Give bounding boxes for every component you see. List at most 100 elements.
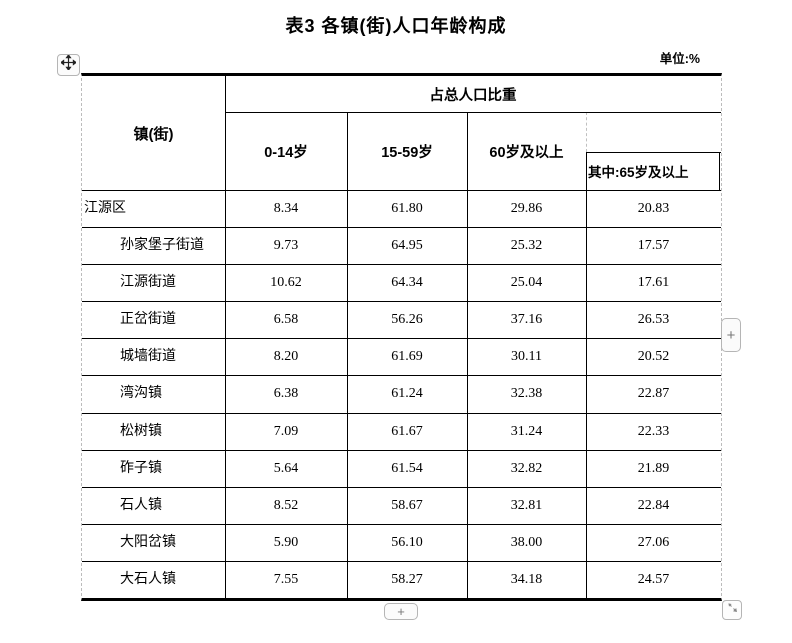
value-cell: 21.89 — [637, 460, 670, 476]
value-cell: 8.20 — [273, 349, 299, 365]
table-title: 表3 各镇(街)人口年龄构成 — [285, 16, 507, 36]
value-cell: 29.86 — [510, 201, 543, 216]
value-cell: 9.73 — [273, 238, 299, 254]
plus-icon: + — [726, 326, 736, 344]
table-move-handle[interactable] — [57, 53, 80, 76]
col-divider-4 — [586, 152, 587, 598]
value-cell: 61.69 — [391, 349, 423, 365]
value-cell: 7.55 — [273, 571, 299, 587]
row-border — [82, 449, 721, 451]
value-cell: 61.67 — [391, 423, 423, 439]
value-cell: 25.32 — [510, 238, 543, 254]
row-border — [82, 338, 721, 340]
town-name-cell: 孙家堡子街道 — [120, 238, 204, 254]
value-cell: 25.04 — [510, 275, 543, 291]
town-name-cell: 大石人镇 — [120, 571, 176, 587]
town-name-cell: 大阳岔镇 — [120, 534, 176, 550]
value-cell: 10.62 — [270, 275, 302, 291]
value-cell: 38.00 — [510, 534, 543, 550]
table-row: 大石人镇 7.55 58.27 34.18 24.57 — [82, 561, 721, 598]
subheader-right-border — [719, 152, 720, 190]
row-border — [82, 264, 721, 266]
table-row: 砟子镇 5.64 61.54 32.82 21.89 — [82, 450, 721, 487]
row-border — [82, 486, 721, 488]
table-row: 孙家堡子街道 9.73 64.95 25.32 17.57 — [82, 227, 721, 264]
row-border — [82, 412, 721, 414]
town-name-cell: 松树镇 — [120, 423, 162, 439]
value-cell: 32.81 — [510, 497, 543, 513]
value-cell: 22.84 — [637, 497, 670, 513]
population-age-table: 镇(街) 占总人口比重 0-14岁 15-59岁 60岁及以上 其中:65岁及以… — [81, 73, 722, 601]
table-row: 石人镇 8.52 58.67 32.81 22.84 — [82, 487, 721, 524]
value-cell: 20.83 — [637, 201, 670, 216]
value-cell: 61.54 — [391, 460, 423, 476]
value-cell: 5.64 — [273, 460, 299, 476]
value-cell: 27.06 — [637, 534, 670, 550]
table-row: 湾沟镇 6.38 61.24 32.38 22.87 — [82, 375, 721, 412]
value-cell: 24.57 — [637, 571, 670, 587]
table-row: 江源街道 10.62 64.34 25.04 17.61 — [82, 264, 721, 301]
table-row: 城墙街道 8.20 61.69 30.11 20.52 — [82, 338, 721, 375]
header-bottom-border — [82, 190, 721, 191]
value-cell: 6.38 — [273, 386, 299, 402]
value-cell: 6.58 — [273, 312, 299, 328]
value-cell: 17.61 — [637, 275, 670, 291]
table-resize-handle[interactable] — [722, 600, 742, 620]
value-cell: 32.82 — [510, 460, 543, 476]
insert-column-button[interactable]: + — [721, 318, 741, 352]
col-divider-2 — [347, 112, 348, 598]
resize-diagonal-icon — [726, 601, 739, 619]
town-name-cell: 砟子镇 — [120, 460, 162, 476]
table-row: 松树镇 7.09 61.67 31.24 22.33 — [82, 413, 721, 450]
town-name-cell: 江源区 — [84, 201, 126, 216]
town-name-cell: 江源街道 — [120, 275, 176, 291]
value-cell: 61.24 — [391, 386, 423, 402]
table-row: 大阳岔镇 5.90 56.10 38.00 27.06 — [82, 524, 721, 561]
header-age-65-plus: 其中:65岁及以上 — [588, 165, 689, 180]
row-border — [82, 227, 721, 229]
table-body: 江源区 8.34 61.80 29.86 20.83 孙家堡子街道 9.73 64.95 25.… — [82, 190, 721, 598]
insert-row-button[interactable]: + — [384, 603, 418, 620]
value-cell: 58.67 — [391, 497, 423, 513]
row-border — [82, 375, 721, 377]
value-cell: 32.38 — [510, 386, 543, 402]
plus-icon: + — [397, 604, 405, 619]
value-cell: 56.10 — [391, 534, 423, 550]
value-cell: 7.09 — [273, 423, 299, 439]
col-divider-1 — [225, 76, 226, 598]
col-divider-3 — [467, 112, 468, 598]
value-cell: 17.57 — [637, 238, 670, 254]
town-name-cell: 城墙街道 — [120, 349, 176, 365]
header-town: 镇(街) — [133, 125, 174, 143]
header-share-span: 占总人口比重 — [429, 87, 517, 104]
header-age-60-plus: 60岁及以上 — [489, 144, 564, 161]
row-border — [82, 560, 721, 562]
table-row: 正岔街道 6.58 56.26 37.16 26.53 — [82, 301, 721, 338]
value-cell: 58.27 — [391, 571, 423, 587]
value-cell: 5.90 — [273, 534, 299, 550]
value-cell: 22.87 — [637, 386, 670, 402]
span-header-bottom-border — [225, 112, 721, 113]
unit-label: 单位:% — [659, 52, 700, 66]
value-cell: 22.33 — [637, 423, 670, 439]
value-cell: 64.34 — [391, 275, 423, 291]
row-border — [82, 301, 721, 303]
move-icon — [59, 53, 78, 75]
header-age-15-59: 15-59岁 — [381, 144, 433, 161]
row-border — [82, 523, 721, 525]
subheader-top-border — [586, 152, 721, 153]
value-cell: 30.11 — [511, 349, 542, 365]
value-cell: 34.18 — [510, 571, 543, 587]
town-name-cell: 湾沟镇 — [120, 386, 162, 402]
table-row: 江源区 8.34 61.80 29.86 20.83 — [82, 190, 721, 227]
value-cell: 56.26 — [391, 312, 423, 328]
value-cell: 26.53 — [637, 312, 670, 328]
value-cell: 8.52 — [273, 497, 299, 513]
col-divider-4-gridline — [586, 112, 587, 152]
value-cell: 31.24 — [510, 423, 543, 439]
value-cell: 37.16 — [510, 312, 543, 328]
header-age-0-14: 0-14岁 — [264, 144, 308, 161]
value-cell: 64.95 — [391, 238, 423, 254]
town-name-cell: 正岔街道 — [120, 312, 176, 328]
